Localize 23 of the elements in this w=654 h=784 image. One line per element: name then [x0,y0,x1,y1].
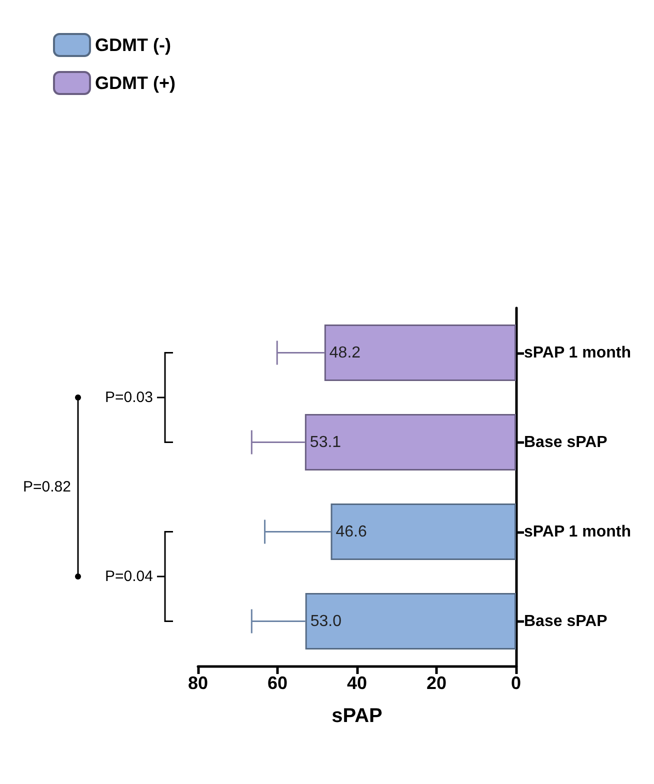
x-tick-label: 80 [188,673,208,693]
data-label: 53.1 [310,434,342,451]
x-tick-label: 20 [426,673,447,693]
text: P=0.03 [105,389,153,406]
data-label: 46.6 [336,523,368,540]
text: P=0.04 [105,568,153,585]
y-tick-label: Base sPAP [524,612,608,630]
bar [324,324,516,381]
text: P=0.82 [23,478,71,496]
y-tick-label: sPAP 1 month [524,344,631,362]
bar [330,504,516,560]
y-tick-label: Base sPAP [524,434,608,451]
legend-label: GDMT (-) [95,35,171,55]
bar [304,414,516,470]
data-label: 48.2 [329,344,361,362]
x-tick-label: 0 [510,673,522,693]
bar [305,593,516,650]
legend-label: GDMT (+) [95,73,176,93]
x-axis-title: sPAP [332,705,382,727]
x-tick-label: 60 [267,673,288,693]
y-tick-label: sPAP 1 month [524,523,631,540]
x-tick-label: 40 [346,673,368,693]
data-label: 53.0 [310,612,342,630]
